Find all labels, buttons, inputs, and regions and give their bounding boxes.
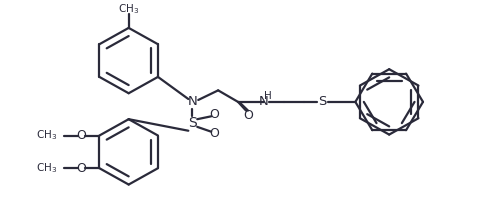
Text: S: S xyxy=(318,95,327,108)
Text: CH$_3$: CH$_3$ xyxy=(36,129,58,142)
Text: O: O xyxy=(76,129,86,142)
Text: O: O xyxy=(209,127,219,140)
Text: S: S xyxy=(188,116,196,130)
Text: O: O xyxy=(76,162,86,175)
Text: H: H xyxy=(264,91,272,101)
Text: CH$_3$: CH$_3$ xyxy=(118,2,139,16)
Text: O: O xyxy=(243,109,253,122)
Text: O: O xyxy=(209,108,219,121)
Text: CH$_3$: CH$_3$ xyxy=(36,161,58,175)
Text: N: N xyxy=(259,95,269,108)
Text: N: N xyxy=(188,95,197,108)
